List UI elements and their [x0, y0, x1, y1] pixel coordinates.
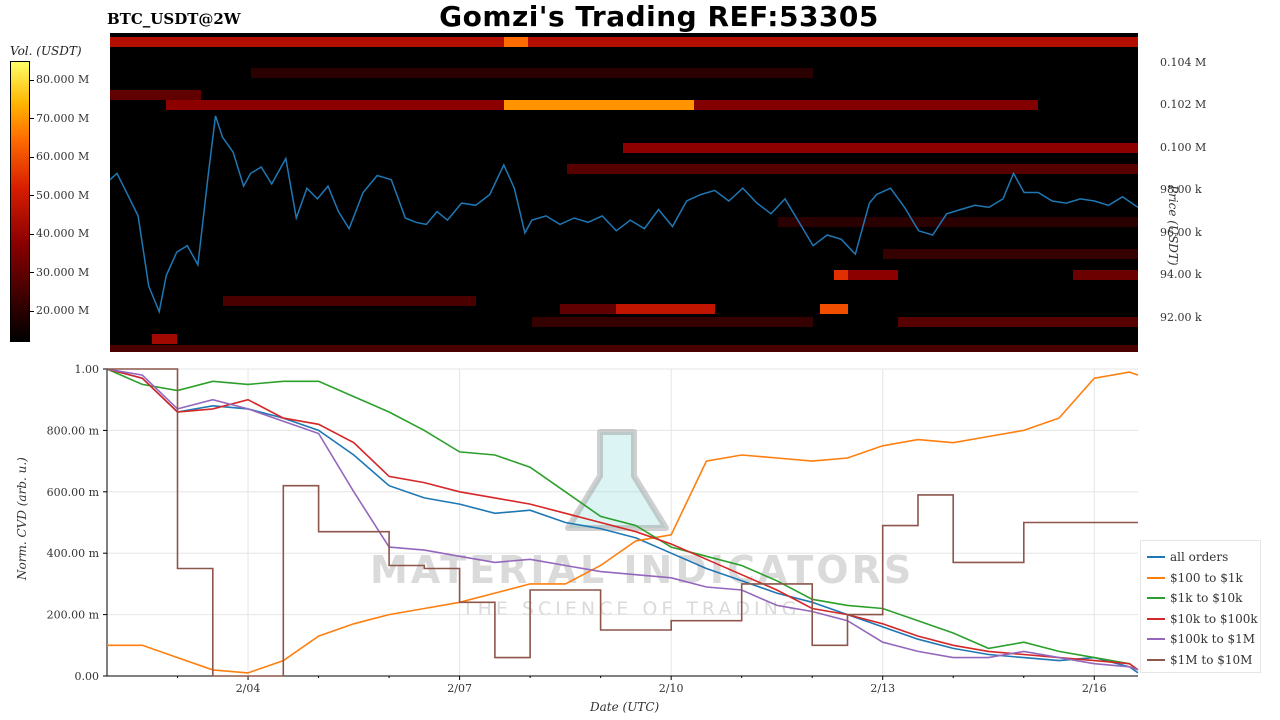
legend-item: $10k to $100k — [1147, 609, 1260, 630]
y-tick-label: 200.00 m — [47, 609, 100, 622]
heatmap-band — [110, 89, 202, 100]
x-tick-label: 2/13 — [870, 682, 895, 695]
heatmap-band — [250, 68, 814, 79]
price-tick-label: 0.102 M — [1160, 98, 1207, 112]
price-tick-label: 94.00 k — [1160, 268, 1202, 282]
price-tick-label: 0.100 M — [1160, 140, 1207, 154]
cvd-series-line — [107, 368, 1138, 677]
legend-swatch — [1147, 658, 1165, 661]
cvd-series-line — [106, 368, 1139, 671]
heatmap-band — [616, 304, 715, 315]
x-tick-label: 2/04 — [236, 682, 261, 695]
legend-label: $100 to $1k — [1170, 570, 1243, 585]
heatmap-band — [567, 164, 1138, 175]
colorbar-title: Vol. (USDT) — [10, 44, 82, 58]
heatmap-band — [503, 100, 694, 111]
legend-label: all orders — [1170, 550, 1229, 565]
colorbar-tick-label: 70.000 M — [30, 112, 89, 125]
colorbar-tick-label: 80.000 M — [30, 73, 89, 86]
legend-label: $1k to $10k — [1170, 591, 1243, 606]
price-line-svg — [110, 115, 1138, 315]
price-line — [110, 115, 1138, 315]
legend-swatch — [1147, 556, 1165, 559]
colorbar-tick-label: 20.000 M — [30, 304, 89, 317]
legend-swatch — [1147, 576, 1165, 579]
heatmap-band — [834, 270, 849, 281]
y-tick-label: 400.00 m — [47, 547, 100, 560]
heatmap-band — [110, 344, 1138, 352]
colorbar-tick-label: 50.000 M — [30, 189, 89, 202]
x-axis-label: Date (UTC) — [590, 700, 660, 714]
colorbar-tick-label: 60.000 M — [30, 150, 89, 163]
legend-swatch — [1147, 617, 1165, 620]
x-tick-label: 2/16 — [1082, 682, 1107, 695]
heatmap-band — [623, 142, 1138, 153]
legend-item: $100k to $1M — [1147, 629, 1260, 650]
heatmap-band — [897, 317, 1138, 328]
price-tick-label: 92.00 k — [1160, 310, 1202, 324]
heatmap-band — [820, 304, 849, 315]
heatmap-band — [560, 304, 617, 315]
legend-label: $1M to $10M — [1170, 652, 1253, 667]
legend-item: $100 to $1k — [1147, 568, 1260, 589]
x-tick-label: 2/10 — [659, 682, 684, 695]
colorbar-tick-label: 40.000 M — [30, 227, 89, 240]
heatmap-band — [848, 270, 898, 281]
y-tick-label: 600.00 m — [47, 486, 100, 499]
legend-label: $100k to $1M — [1170, 632, 1256, 647]
heatmap-band — [777, 217, 1138, 228]
cvd-y-axis-label: Norm. CVD (arb. u.) — [15, 457, 29, 580]
heatmap-band — [166, 100, 504, 111]
y-tick-label: 1.00 — [75, 363, 100, 376]
legend-item: $1k to $10k — [1147, 588, 1260, 609]
cvd-series-line — [106, 368, 1139, 671]
heatmap-band — [110, 36, 1138, 47]
cvd-series-line — [106, 368, 1139, 671]
legend-item: $1M to $10M — [1147, 650, 1260, 671]
legend-swatch — [1147, 638, 1165, 641]
chart-title: Gomzi's Trading REF:53305 — [439, 0, 879, 33]
y-tick-label: 800.00 m — [47, 424, 100, 437]
colorbar-tick-label: 30.000 M — [30, 266, 89, 279]
heatmap-band — [883, 249, 1138, 260]
legend-swatch — [1147, 597, 1165, 600]
heatmap-band — [222, 295, 476, 306]
heatmap-band — [693, 100, 1039, 111]
watermark-flask-icon — [565, 429, 669, 531]
heatmap-band — [152, 334, 177, 345]
heatmap-band — [531, 317, 814, 328]
heatmap-band — [1073, 270, 1138, 281]
legend: all orders $100 to $1k $1k to $10k $10k to … — [1140, 540, 1261, 673]
y-tick-label: 0.00 — [75, 670, 100, 683]
orderbook-heatmap — [110, 33, 1138, 352]
legend-item: all orders — [1147, 547, 1260, 568]
x-tick-label: 2/07 — [447, 682, 472, 695]
price-tick-label: 96.00 k — [1160, 225, 1202, 239]
heatmap-band — [503, 36, 529, 47]
price-tick-label: 98.00 k — [1160, 183, 1202, 197]
price-tick-label: 0.104 M — [1160, 55, 1207, 69]
legend-label: $10k to $100k — [1170, 611, 1258, 626]
symbol-label: BTC_USDT@2W — [107, 10, 241, 28]
